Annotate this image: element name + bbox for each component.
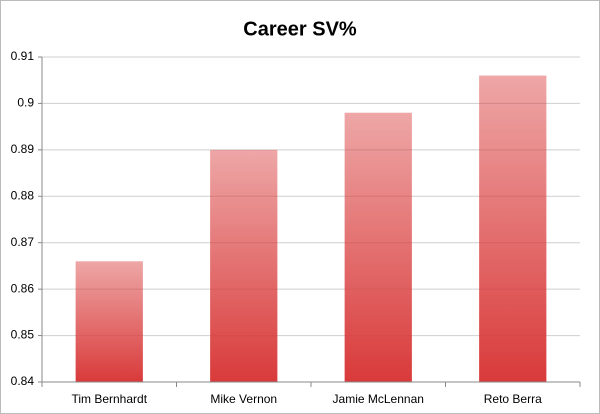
x-tick-label: Reto Berra [484,392,542,406]
x-tick-label: Jamie McLennan [333,392,424,406]
y-tick-label: 0.88 [11,188,35,202]
y-tick-label: 0.86 [11,281,35,295]
bar [210,149,278,382]
y-tick-label: 0.91 [11,49,35,63]
bar [75,261,143,382]
x-tick-label: Tim Bernhardt [71,392,147,406]
bar [479,75,547,383]
y-tick-label: 0.87 [11,235,35,249]
chart-title: Career SV% [243,18,357,40]
x-tick-label: Mike Vernon [210,392,277,406]
y-tick-label: 0.84 [11,374,35,388]
bar [344,112,412,382]
y-tick-label: 0.85 [11,328,35,342]
y-tick-label: 0.9 [17,96,34,110]
y-tick-label: 0.89 [11,142,35,156]
